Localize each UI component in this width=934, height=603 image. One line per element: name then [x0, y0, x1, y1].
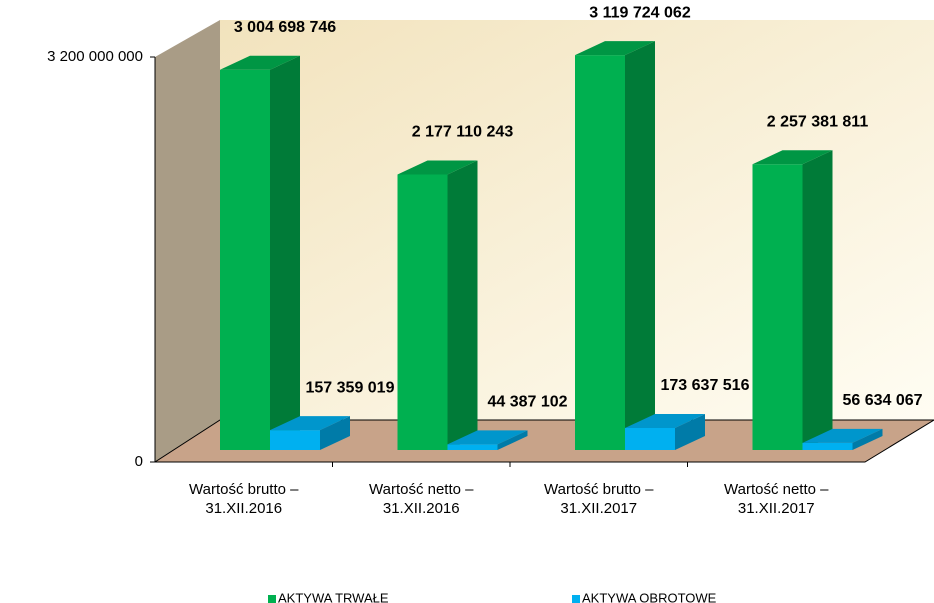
bar-top [220, 55, 300, 70]
bar-top [625, 414, 705, 429]
value-label: 3 004 698 746 [234, 19, 336, 36]
bar [270, 416, 350, 450]
bar-front [397, 174, 448, 451]
value-label: 3 119 724 062 [589, 4, 691, 21]
bar [752, 150, 833, 450]
bar-side [802, 150, 833, 450]
legend-swatch [268, 595, 276, 603]
bar-top [397, 160, 478, 175]
bar [397, 160, 478, 451]
x-tick-label: Wartość netto – 31.XII.2017 [724, 481, 829, 517]
value-label: 173 637 516 [661, 377, 750, 394]
bar-front [575, 55, 625, 451]
value-label: 157 359 019 [306, 379, 395, 396]
y-tick-label: 0 [135, 453, 143, 470]
x-tick-label: Wartość netto – 31.XII.2016 [369, 481, 474, 517]
x-tick-label: Wartość brutto – 31.XII.2016 [189, 481, 299, 517]
value-label: 56 634 067 [842, 392, 922, 409]
bar [625, 414, 705, 450]
y-tick-label: 3 200 000 000 [47, 48, 143, 65]
legend-label: AKTYWA TRWAŁE [278, 590, 389, 603]
bar [220, 55, 300, 451]
bar-side [497, 430, 528, 450]
legend-swatch [572, 595, 580, 603]
bar-side [675, 414, 705, 450]
value-label: 44 387 102 [487, 394, 567, 411]
bar-front [270, 430, 320, 450]
bar-side [625, 41, 655, 451]
bar-front [802, 442, 853, 450]
bar [575, 41, 655, 451]
bar-front [625, 428, 675, 450]
value-label: 2 177 110 243 [412, 124, 514, 141]
side-wall [155, 20, 220, 462]
bar-top [270, 416, 350, 431]
bar-front [220, 69, 270, 451]
bar-top [447, 430, 528, 445]
x-tick-label: Wartość brutto – 31.XII.2017 [544, 481, 654, 517]
bar-side [447, 160, 478, 451]
bar-top [752, 150, 833, 165]
bar-top [575, 41, 655, 56]
bar-side [852, 428, 883, 450]
bar-side [320, 416, 350, 450]
bar-side [270, 55, 300, 451]
bar [447, 430, 528, 450]
bar-top [802, 428, 883, 443]
value-label: 2 257 381 811 [767, 114, 869, 131]
legend-label: AKTYWA OBROTOWE [582, 590, 717, 603]
bar-front [752, 164, 803, 450]
bar [802, 428, 883, 450]
bar-front [447, 444, 498, 450]
